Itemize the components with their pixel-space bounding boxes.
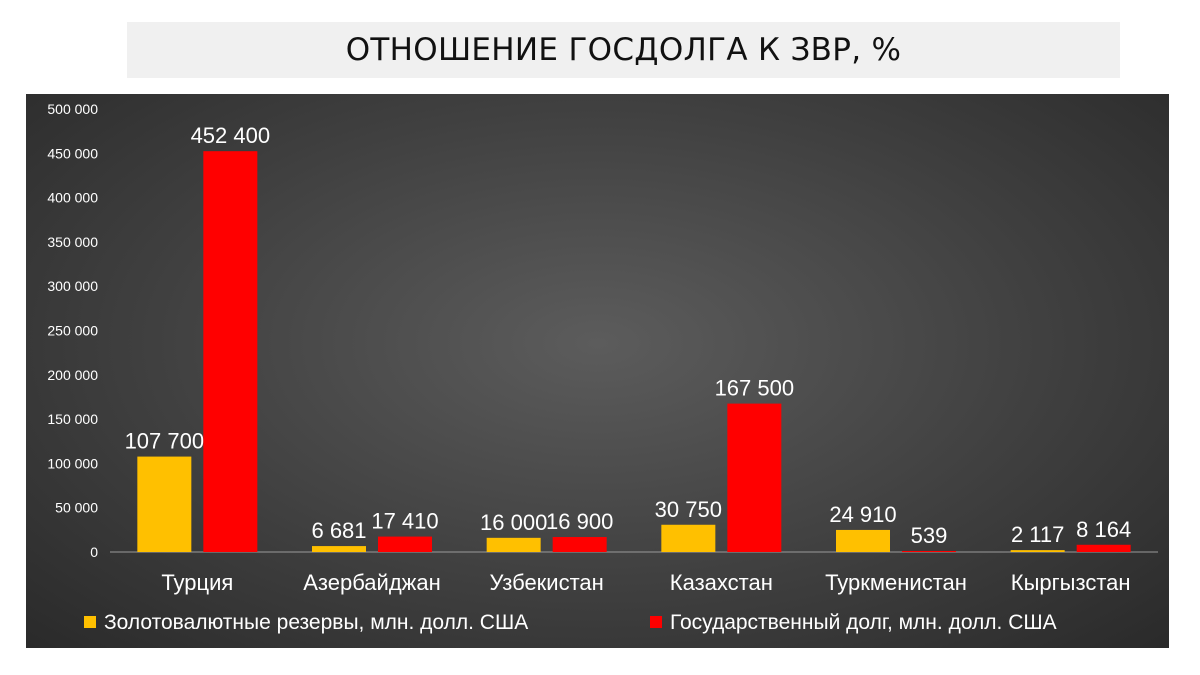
y-tick-label: 0 (90, 544, 98, 560)
bar-reserves (137, 456, 192, 552)
x-category-label: Азербайджан (303, 570, 441, 595)
y-tick-label: 400 000 (47, 190, 98, 206)
y-tick-label: 200 000 (47, 367, 98, 383)
data-label: 16 900 (546, 509, 613, 534)
y-tick-label: 250 000 (47, 323, 98, 339)
bar-reserves (661, 524, 716, 552)
bar-debt (902, 551, 956, 552)
x-category-label: Казахстан (670, 570, 773, 595)
data-label: 16 000 (480, 510, 547, 535)
data-label: 167 500 (715, 376, 795, 401)
bar-debt (378, 536, 432, 552)
y-tick-label: 50 000 (55, 500, 98, 516)
y-tick-label: 450 000 (47, 145, 98, 161)
bar-debt (1076, 544, 1131, 552)
bar-reserves (312, 546, 366, 552)
data-label: 2 117 (1011, 522, 1064, 547)
x-category-label: Турция (161, 570, 233, 595)
data-label: 452 400 (191, 123, 271, 148)
title-box: ОТНОШЕНИЕ ГОСДОЛГА К ЗВР, % (127, 22, 1120, 78)
data-label: 17 410 (371, 509, 438, 534)
bar-reserves (836, 529, 890, 552)
y-tick-label: 100 000 (47, 455, 98, 471)
bar-reserves (1010, 550, 1065, 552)
data-label: 30 750 (655, 497, 722, 522)
x-category-label: Кыргызстан (1011, 570, 1131, 595)
data-label: 6 681 (311, 518, 366, 543)
y-tick-label: 350 000 (47, 234, 98, 250)
y-tick-label: 150 000 (47, 411, 98, 427)
legend-label: Государственный долг, млн. долл. США (670, 611, 1057, 634)
bar-debt (727, 403, 782, 552)
y-tick-label: 300 000 (47, 278, 98, 294)
bar-reserves (486, 537, 541, 552)
legend-label: Золотовалютные резервы, млн. долл. США (104, 611, 528, 634)
y-tick-label: 500 000 (47, 101, 98, 117)
bar-debt (203, 151, 258, 553)
bar-debt (552, 537, 607, 552)
data-label: 107 700 (125, 429, 205, 454)
x-category-label: Туркменистан (825, 570, 967, 595)
x-category-label: Узбекистан (490, 570, 604, 595)
data-label: 24 910 (829, 502, 896, 527)
legend-swatch (84, 616, 96, 628)
data-label: 8 164 (1076, 517, 1131, 542)
data-label: 539 (911, 523, 948, 548)
legend-swatch (650, 616, 662, 628)
chart-title: ОТНОШЕНИЕ ГОСДОЛГА К ЗВР, % (345, 32, 902, 68)
